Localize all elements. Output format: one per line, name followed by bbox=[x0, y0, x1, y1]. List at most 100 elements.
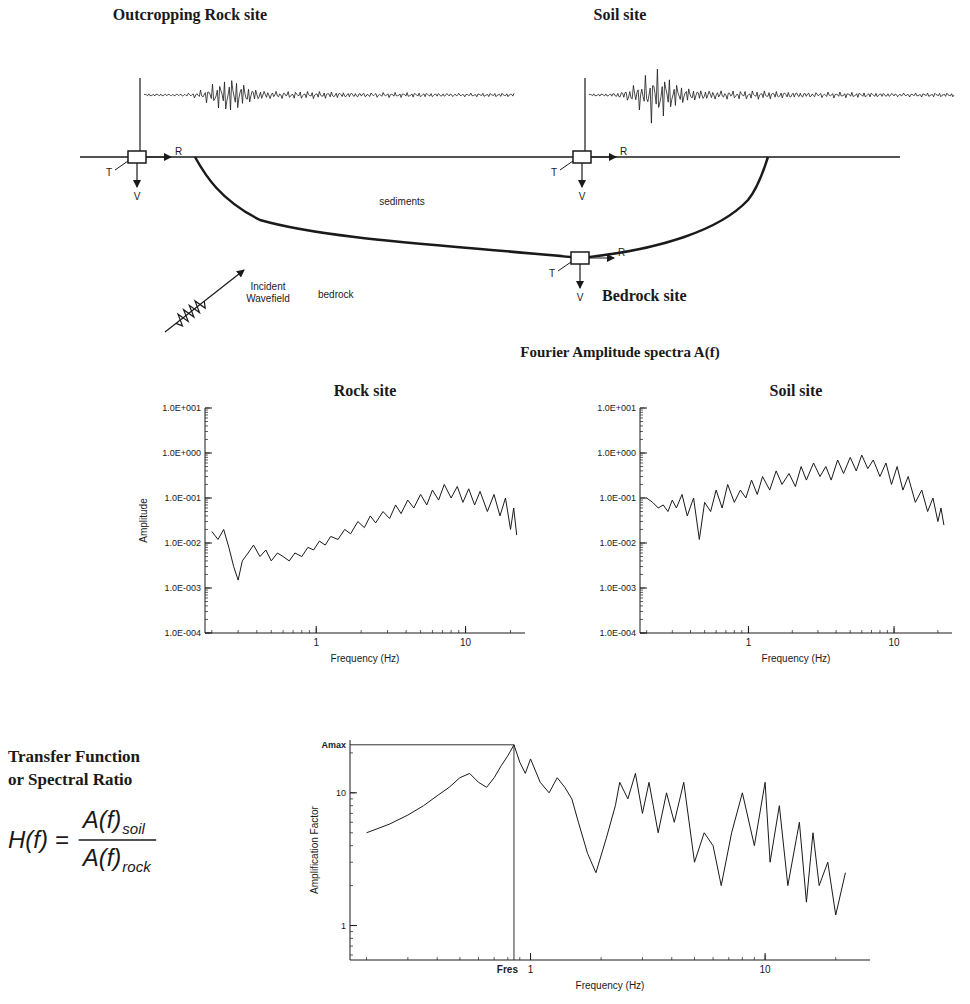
minor-tick bbox=[640, 414, 643, 415]
minor-tick bbox=[205, 597, 208, 598]
y-tick-label: 10 bbox=[336, 788, 346, 798]
x-tick bbox=[316, 626, 317, 633]
y-tick bbox=[350, 792, 357, 793]
annotation-line bbox=[513, 745, 514, 960]
component-arrow bbox=[589, 258, 614, 259]
wavefield-arrow bbox=[165, 270, 244, 332]
plot-area bbox=[647, 455, 944, 539]
minor-tick bbox=[640, 566, 643, 567]
minor-tick bbox=[879, 630, 880, 633]
minor-tick bbox=[205, 545, 208, 546]
minor-tick bbox=[350, 946, 353, 947]
minor-tick bbox=[640, 545, 643, 546]
minor-tick bbox=[725, 630, 726, 633]
minor-tick bbox=[728, 957, 729, 960]
minor-tick bbox=[640, 470, 643, 471]
minor-tick bbox=[640, 601, 643, 602]
minor-tick bbox=[519, 957, 520, 960]
minor-tick bbox=[640, 511, 643, 512]
minor-tick bbox=[640, 547, 643, 548]
y-tick-label: 1.0E-001 bbox=[599, 493, 636, 503]
y-tick bbox=[205, 498, 212, 499]
chart-title: Rock site bbox=[334, 382, 397, 399]
minor-tick bbox=[640, 500, 643, 501]
minor-tick bbox=[640, 611, 643, 612]
chart bbox=[205, 408, 525, 633]
x-tick bbox=[465, 626, 466, 633]
x-axis bbox=[640, 633, 952, 634]
y-tick bbox=[640, 408, 647, 409]
background bbox=[0, 0, 970, 1004]
minor-tick bbox=[640, 507, 643, 508]
y-tick-label: 1.0E-004 bbox=[164, 628, 201, 638]
minor-tick bbox=[406, 630, 407, 633]
x-tick-label: 1 bbox=[746, 637, 752, 648]
wavefield-label: IncidentWavefield bbox=[246, 281, 290, 304]
minor-tick bbox=[459, 957, 460, 960]
minor-tick bbox=[640, 592, 643, 593]
minor-tick bbox=[350, 931, 353, 932]
minor-tick bbox=[458, 630, 459, 633]
wavefield-zigzag bbox=[176, 301, 205, 326]
minor-tick bbox=[205, 421, 208, 422]
minor-tick bbox=[640, 439, 643, 440]
minor-tick bbox=[271, 630, 272, 633]
minor-tick bbox=[205, 504, 208, 505]
minor-tick bbox=[205, 410, 208, 411]
minor-tick bbox=[510, 630, 511, 633]
minor-tick bbox=[937, 630, 938, 633]
minor-tick bbox=[742, 957, 743, 960]
minor-tick bbox=[640, 417, 643, 418]
minor-tick bbox=[256, 630, 257, 633]
minor-tick bbox=[640, 529, 643, 530]
site-title: Bedrock site bbox=[602, 287, 687, 304]
minor-tick bbox=[205, 552, 208, 553]
minor-tick bbox=[205, 431, 208, 432]
minor-tick bbox=[350, 752, 353, 753]
section-title: or Spectral Ratio bbox=[8, 770, 132, 789]
minor-tick bbox=[640, 521, 643, 522]
minor-tick bbox=[205, 601, 208, 602]
minor-tick bbox=[350, 822, 353, 823]
component-label: V bbox=[577, 292, 584, 303]
x-tick-label: 1 bbox=[528, 964, 534, 975]
y-tick-label: 1.0E-003 bbox=[164, 583, 201, 593]
component-label: T bbox=[106, 167, 112, 178]
minor-tick bbox=[640, 431, 643, 432]
minor-tick bbox=[640, 590, 643, 591]
minor-tick bbox=[205, 459, 208, 460]
minor-tick bbox=[238, 630, 239, 633]
minor-tick bbox=[640, 462, 643, 463]
x-tick-label: 10 bbox=[460, 637, 472, 648]
y-tick-label: 1 bbox=[341, 921, 346, 931]
minor-tick bbox=[205, 574, 208, 575]
minor-tick bbox=[713, 957, 714, 960]
y-tick-label: 1.0E-002 bbox=[599, 538, 636, 548]
layer-label: sediments bbox=[379, 196, 425, 207]
minor-tick bbox=[640, 484, 643, 485]
minor-tick bbox=[205, 592, 208, 593]
x-tick-label: 1 bbox=[313, 637, 319, 648]
component-arrow bbox=[136, 163, 137, 187]
site-title: Soil site bbox=[594, 6, 647, 23]
minor-tick bbox=[640, 574, 643, 575]
minor-tick bbox=[205, 549, 208, 550]
minor-tick bbox=[301, 630, 302, 633]
minor-tick bbox=[640, 549, 643, 550]
x-axis-title: Frequency (Hz) bbox=[762, 653, 831, 664]
minor-tick bbox=[387, 630, 388, 633]
y-tick-label: 1.0E+001 bbox=[597, 403, 636, 413]
minor-tick bbox=[640, 502, 643, 503]
annotation-line bbox=[350, 744, 514, 745]
x-axis-title: Frequency (Hz) bbox=[331, 653, 400, 664]
minor-tick bbox=[205, 511, 208, 512]
y-tick bbox=[205, 543, 212, 544]
recording-line bbox=[139, 78, 140, 151]
minor-tick bbox=[640, 421, 643, 422]
minor-tick bbox=[205, 414, 208, 415]
component-label: R bbox=[620, 146, 627, 157]
figure: Outcropping Rock siteSoil siteBedrock si… bbox=[0, 0, 970, 1004]
minor-tick bbox=[640, 457, 643, 458]
plot-area bbox=[367, 745, 846, 915]
y-axis bbox=[205, 408, 206, 633]
